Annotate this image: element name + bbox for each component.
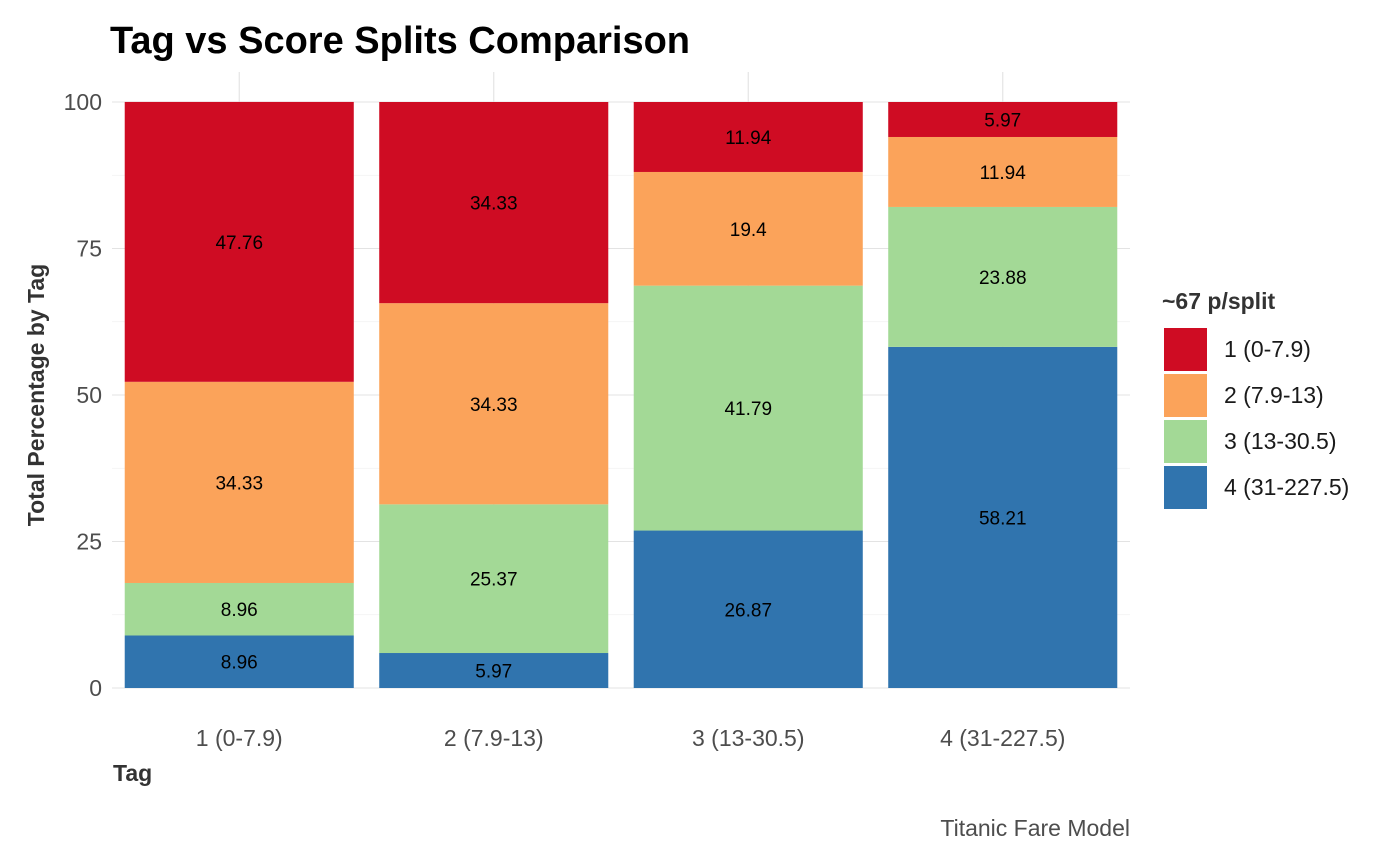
bar-segment <box>379 102 609 304</box>
bar-segment <box>633 102 863 172</box>
legend-label: 1 (0-7.9) <box>1224 336 1311 362</box>
bar-value-label: 47.76 <box>215 233 263 254</box>
bar-segment <box>888 346 1118 688</box>
bar-value-label: 34.33 <box>470 395 518 416</box>
bar-segment <box>633 171 863 286</box>
bar-segment <box>633 530 863 688</box>
bar-segment <box>888 136 1118 207</box>
bar-value-label: 5.97 <box>984 110 1021 131</box>
x-axis-title: Tag <box>113 760 152 786</box>
legend-label: 3 (13-30.5) <box>1224 428 1337 454</box>
bar-segment <box>124 101 354 382</box>
bar-value-label: 23.88 <box>979 268 1027 289</box>
chart-title: Tag vs Score Splits Comparison <box>110 20 690 62</box>
bar-value-label: 34.33 <box>215 473 263 494</box>
bar-segment <box>124 635 354 688</box>
bar-value-label: 34.33 <box>470 194 518 215</box>
bar-value-label: 58.21 <box>979 508 1027 529</box>
legend-swatch <box>1164 328 1207 371</box>
bar-segment <box>379 653 609 688</box>
bar-segment <box>379 303 609 505</box>
bar-value-label: 8.96 <box>221 653 258 674</box>
bar-segment <box>124 381 354 583</box>
x-tick-label: 2 (7.9-13) <box>444 725 544 751</box>
bar-segment <box>379 504 609 654</box>
bar-value-label: 25.37 <box>470 570 518 591</box>
x-tick-label: 4 (31-227.5) <box>940 725 1065 751</box>
bar-value-label: 8.96 <box>221 600 258 621</box>
bar-value-label: 41.79 <box>724 399 772 420</box>
legend-swatch <box>1164 374 1207 417</box>
bars <box>124 101 1118 688</box>
y-tick-label: 100 <box>64 89 102 115</box>
chart-caption: Titanic Fare Model <box>940 815 1130 841</box>
bar-value-label: 26.87 <box>724 600 772 621</box>
legend-label: 4 (31-227.5) <box>1224 474 1349 500</box>
y-tick-label: 25 <box>76 529 102 555</box>
y-tick-label: 75 <box>76 236 102 262</box>
bar-value-label: 11.94 <box>725 128 772 149</box>
y-tick-labels: 0 25 50 75 100 <box>64 89 102 701</box>
legend-title: ~67 p/split <box>1162 288 1275 314</box>
legend-swatch <box>1164 420 1207 463</box>
x-tick-label: 3 (13-30.5) <box>692 725 805 751</box>
x-tick-label: 1 (0-7.9) <box>196 725 283 751</box>
x-tick-labels: 1 (0-7.9) 2 (7.9-13) 3 (13-30.5) 4 (31-227.… <box>196 725 1066 751</box>
bar-segment <box>888 206 1118 347</box>
y-axis-title: Total Percentage by Tag <box>23 264 49 526</box>
legend-label: 2 (7.9-13) <box>1224 382 1324 408</box>
segment-labels: 8.96 8.96 34.33 47.76 5.97 25.37 34.33 34.33 26.… <box>215 110 1026 682</box>
y-tick-label: 50 <box>76 382 102 408</box>
bar-value-label: 5.97 <box>475 662 512 683</box>
bar-value-label: 11.94 <box>980 163 1027 184</box>
legend: ~67 p/split 1 (0-7.9) 2 (7.9-13) 3 (13-30.… <box>1162 288 1349 509</box>
bar-segment <box>633 285 863 531</box>
bar-segment <box>124 582 354 636</box>
y-tick-label: 0 <box>89 675 102 701</box>
bar-value-label: 19.4 <box>730 220 767 241</box>
legend-swatch <box>1164 466 1207 509</box>
bar-segment <box>888 102 1118 137</box>
